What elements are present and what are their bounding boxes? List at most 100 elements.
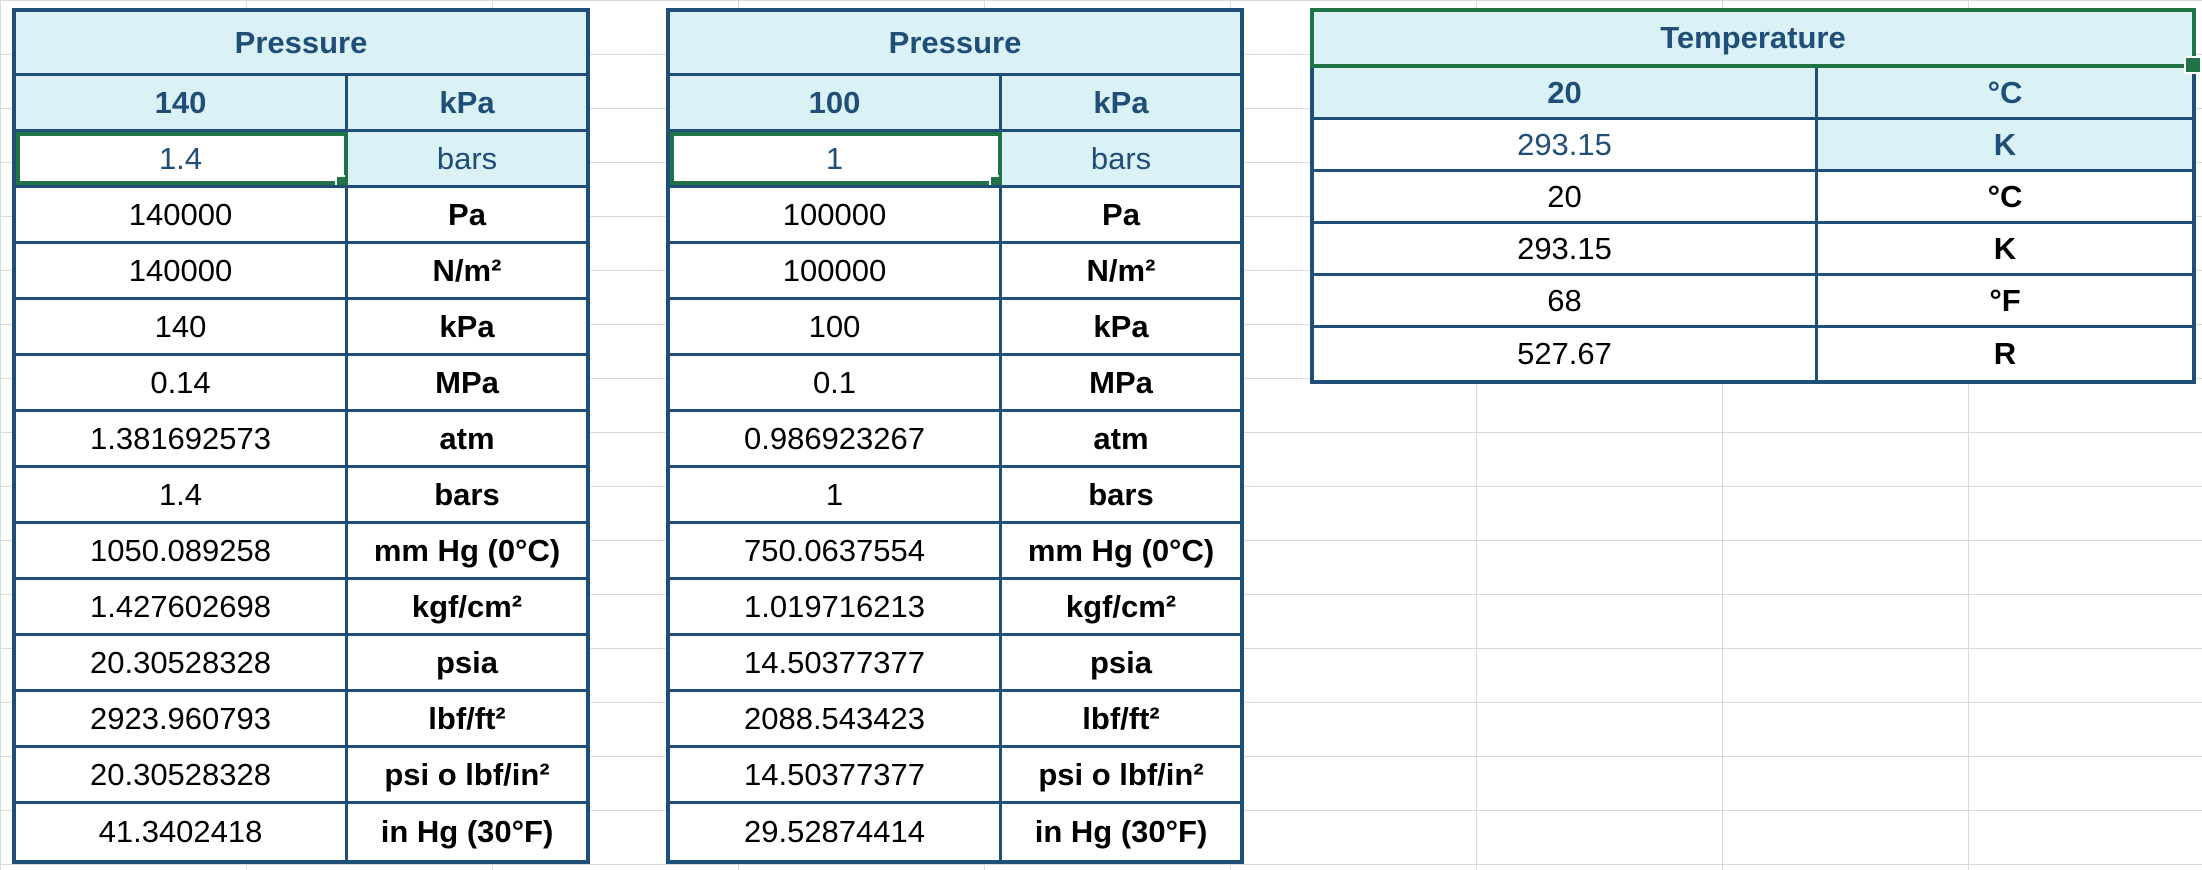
result-value-cell[interactable]: 0.986923267 — [670, 412, 1002, 465]
pressure-table-2-title[interactable]: Pressure — [670, 12, 1240, 73]
table-row: 14.50377377 psia — [670, 636, 1240, 692]
result-value-cell[interactable]: 1.427602698 — [16, 580, 348, 633]
pressure-table-1-title[interactable]: Pressure — [16, 12, 586, 73]
result-unit-cell[interactable]: kgf/cm² — [1065, 588, 1177, 624]
pressure-table-1: Pressure 140 kPa 1.4 bars 140000 Pa 140000… — [12, 8, 590, 864]
pressure-input-unit-cell[interactable]: kPa — [348, 76, 586, 129]
result-unit-cell[interactable]: MPa — [435, 364, 499, 400]
result-value-cell[interactable]: 14.50377377 — [670, 636, 1002, 689]
table-row: 20 °C — [1314, 172, 2192, 224]
pressure-input-value-cell[interactable]: 100 — [670, 76, 1002, 129]
temperature-second-unit-cell[interactable]: K — [1818, 120, 2192, 169]
table-row: 750.0637554 mm Hg (0°C) — [670, 524, 1240, 580]
result-value-cell[interactable]: 0.1 — [670, 356, 1002, 409]
pressure-selected-value-cell[interactable]: 1 — [670, 132, 1002, 185]
result-value-cell[interactable]: 29.52874414 — [670, 804, 1002, 860]
result-value-cell[interactable]: 14.50377377 — [670, 748, 1002, 801]
table-row: 2088.543423 lbf/ft² — [670, 692, 1240, 748]
table-row: 68 °F — [1314, 276, 2192, 328]
result-unit-cell[interactable]: in Hg (30°F) — [1034, 814, 1208, 849]
result-value-cell[interactable]: 2088.543423 — [670, 692, 1002, 745]
table-row: 1.4 bars — [16, 468, 586, 524]
result-unit-cell[interactable]: atm — [439, 420, 495, 456]
table-row: 0.14 MPa — [16, 356, 586, 412]
pressure-table-2-selected-row: 1 bars — [670, 132, 1240, 188]
result-value-cell[interactable]: 20 — [1314, 172, 1818, 221]
result-value-cell[interactable]: 1050.089258 — [16, 524, 348, 577]
temperature-input-value-cell[interactable]: 20 — [1314, 68, 1818, 117]
table-row: 1 bars — [670, 468, 1240, 524]
pressure-table-2-input-row: 100 kPa — [670, 76, 1240, 132]
pressure-table-1-selected-row: 1.4 bars — [16, 132, 586, 188]
result-value-cell[interactable]: 100000 — [670, 244, 1002, 297]
result-unit-cell[interactable]: MPa — [1089, 364, 1153, 400]
result-unit-cell[interactable]: Pa — [448, 196, 486, 232]
result-unit-cell[interactable]: °F — [1989, 282, 2021, 318]
pressure-selected-value: 1 — [825, 140, 844, 176]
result-unit-cell[interactable]: R — [1993, 336, 2017, 371]
result-value-cell[interactable]: 2923.960793 — [16, 692, 348, 745]
result-value-cell[interactable]: 1.381692573 — [16, 412, 348, 465]
result-value-cell[interactable]: 750.0637554 — [670, 524, 1002, 577]
result-value-cell[interactable]: 527.67 — [1314, 328, 1818, 380]
result-value-cell[interactable]: 1 — [670, 468, 1002, 521]
result-unit-cell[interactable]: °C — [1987, 178, 2023, 214]
result-value-cell[interactable]: 20.30528328 — [16, 636, 348, 689]
result-unit-cell[interactable]: lbf/ft² — [1082, 700, 1160, 736]
result-unit-cell[interactable]: atm — [1093, 420, 1149, 456]
result-unit-cell[interactable]: mm Hg (0°C) — [1027, 532, 1215, 568]
fill-handle[interactable] — [2184, 56, 2202, 74]
result-unit-cell[interactable]: psia — [1089, 644, 1153, 680]
result-unit-cell[interactable]: bars — [1088, 476, 1154, 512]
pressure-selected-value: 1.4 — [158, 140, 203, 176]
result-value-cell[interactable]: 140 — [16, 300, 348, 353]
table-row: 1.019716213 kgf/cm² — [670, 580, 1240, 636]
table-row: 20.30528328 psia — [16, 636, 586, 692]
result-value-cell[interactable]: 1.019716213 — [670, 580, 1002, 633]
result-unit-cell[interactable]: bars — [434, 476, 500, 512]
pressure-table-2-header: Pressure — [670, 12, 1240, 76]
result-value-cell[interactable]: 20.30528328 — [16, 748, 348, 801]
result-unit-cell[interactable]: kgf/cm² — [411, 588, 523, 624]
result-value-cell[interactable]: 1.4 — [16, 468, 348, 521]
table-row: 100000 N/m² — [670, 244, 1240, 300]
temperature-table-header: Temperature — [1310, 8, 2202, 74]
temperature-second-row: 293.15 K — [1314, 120, 2192, 172]
table-row: 140000 Pa — [16, 188, 586, 244]
result-unit-cell[interactable]: psi o lbf/in² — [1038, 756, 1204, 792]
result-value-cell[interactable]: 41.3402418 — [16, 804, 348, 860]
pressure-selected-value-cell[interactable]: 1.4 — [16, 132, 348, 185]
temperature-table-title[interactable]: Temperature — [1314, 12, 2192, 64]
table-row: 527.67 R — [1314, 328, 2192, 380]
table-row: 1.427602698 kgf/cm² — [16, 580, 586, 636]
result-value-cell[interactable]: 140000 — [16, 188, 348, 241]
result-value-cell[interactable]: 68 — [1314, 276, 1818, 325]
table-row: 2923.960793 lbf/ft² — [16, 692, 586, 748]
table-row: 1.381692573 atm — [16, 412, 586, 468]
result-unit-cell[interactable]: psia — [435, 644, 499, 680]
result-unit-cell[interactable]: lbf/ft² — [428, 700, 506, 736]
temperature-second-value-cell[interactable]: 293.15 — [1314, 120, 1818, 169]
pressure-selected-unit-cell[interactable]: bars — [1002, 132, 1240, 185]
result-unit-cell[interactable]: mm Hg (0°C) — [373, 532, 561, 568]
result-unit-cell[interactable]: Pa — [1102, 196, 1140, 232]
result-value-cell[interactable]: 293.15 — [1314, 224, 1818, 273]
result-unit-cell[interactable]: kPa — [1093, 308, 1149, 344]
result-value-cell[interactable]: 0.14 — [16, 356, 348, 409]
result-unit-cell[interactable]: N/m² — [432, 252, 502, 288]
pressure-selected-unit-cell[interactable]: bars — [348, 132, 586, 185]
result-unit-cell[interactable]: kPa — [439, 308, 495, 344]
table-row: 293.15 K — [1314, 224, 2192, 276]
result-value-cell[interactable]: 100 — [670, 300, 1002, 353]
temperature-input-unit-cell[interactable]: °C — [1818, 68, 2192, 117]
result-unit-cell[interactable]: N/m² — [1086, 252, 1156, 288]
result-value-cell[interactable]: 140000 — [16, 244, 348, 297]
pressure-input-unit-cell[interactable]: kPa — [1002, 76, 1240, 129]
result-unit-cell[interactable]: in Hg (30°F) — [380, 814, 554, 849]
result-unit-cell[interactable]: psi o lbf/in² — [384, 756, 550, 792]
fill-handle[interactable] — [989, 175, 999, 185]
fill-handle[interactable] — [335, 175, 345, 185]
pressure-input-value-cell[interactable]: 140 — [16, 76, 348, 129]
result-unit-cell[interactable]: K — [1993, 230, 2017, 266]
result-value-cell[interactable]: 100000 — [670, 188, 1002, 241]
